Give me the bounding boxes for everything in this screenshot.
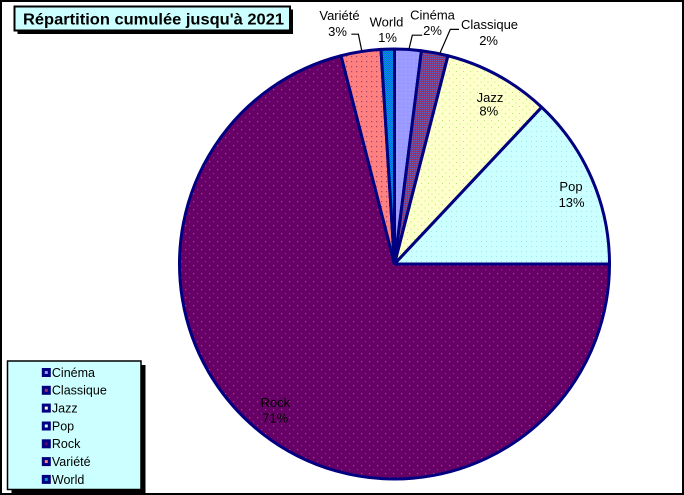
svg-text:Classique: Classique xyxy=(461,17,518,32)
svg-text:Cinéma: Cinéma xyxy=(410,8,456,23)
svg-text:2%: 2% xyxy=(423,23,442,38)
svg-text:Variété: Variété xyxy=(319,8,359,23)
svg-text:Cinéma: Cinéma xyxy=(52,366,95,380)
svg-text:8%: 8% xyxy=(479,104,498,119)
svg-text:3%: 3% xyxy=(328,24,347,39)
svg-text:Pop: Pop xyxy=(52,419,74,433)
svg-text:Jazz: Jazz xyxy=(52,402,78,416)
svg-text:71%: 71% xyxy=(262,411,288,426)
svg-text:World: World xyxy=(52,473,84,487)
svg-text:Pop: Pop xyxy=(559,179,582,194)
svg-text:Classique: Classique xyxy=(52,384,107,398)
svg-text:1%: 1% xyxy=(378,30,397,45)
svg-text:13%: 13% xyxy=(559,195,585,210)
svg-text:Jazz: Jazz xyxy=(477,90,504,105)
svg-text:2%: 2% xyxy=(479,33,498,48)
svg-text:Répartition cumulée jusqu'à 20: Répartition cumulée jusqu'à 2021 xyxy=(23,12,284,29)
svg-text:Rock: Rock xyxy=(260,395,290,410)
svg-text:Variété: Variété xyxy=(52,455,91,469)
svg-text:Rock: Rock xyxy=(52,437,81,451)
svg-text:World: World xyxy=(370,15,404,30)
